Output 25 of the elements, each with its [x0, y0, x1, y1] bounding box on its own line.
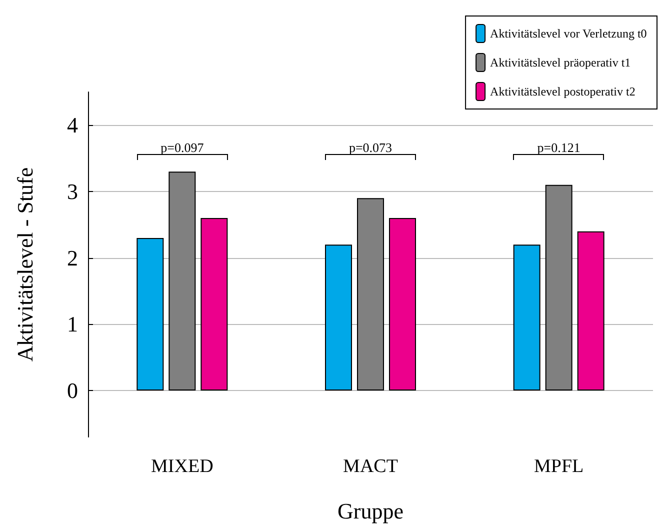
bar — [136, 238, 164, 391]
x-tick-label: MIXED — [151, 456, 214, 477]
annotation: p=0.073 — [348, 140, 392, 156]
bar — [513, 244, 540, 391]
legend-label: Aktivitätslevel vor Verletzung t0 — [490, 26, 647, 40]
y-tick-label: 1 — [67, 312, 78, 337]
bar — [200, 218, 228, 391]
bar — [389, 218, 416, 391]
x-axis-title: Gruppe — [338, 498, 404, 524]
bar — [357, 198, 384, 391]
annotation: p=0.097 — [160, 140, 204, 156]
x-tick-label: MPFL — [534, 456, 584, 477]
bar — [168, 172, 196, 391]
legend-label: Aktivitätslevel präoperativ t1 — [490, 56, 631, 70]
annotation: p=0.121 — [537, 140, 580, 156]
x-tick-label: MACT — [343, 456, 398, 477]
y-tick-label: 3 — [67, 179, 78, 204]
bar — [325, 244, 352, 391]
bar — [577, 231, 604, 391]
y-tick-label: 2 — [67, 245, 78, 270]
y-tick-label: 0 — [67, 378, 78, 404]
y-axis-title: Aktivitätslevel - Stufe — [12, 167, 38, 362]
y-tick-label: 4 — [67, 112, 78, 138]
bar — [545, 184, 572, 391]
legend-label: Aktivitätslevel postoperativ t2 — [490, 84, 636, 98]
